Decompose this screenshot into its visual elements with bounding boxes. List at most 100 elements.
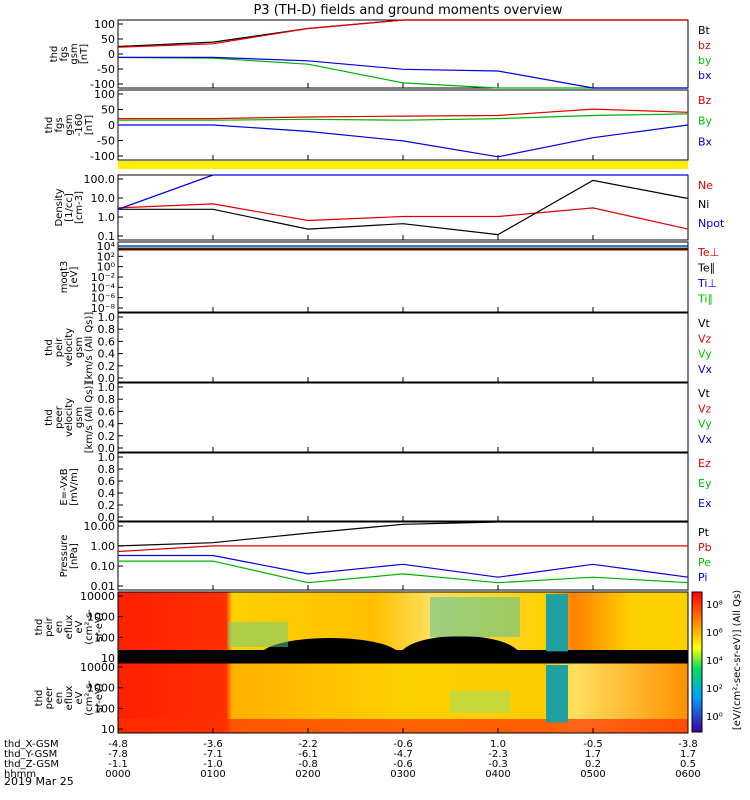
y-tick-label: 0.2 — [98, 430, 116, 443]
y-axis-label: en — [54, 621, 65, 634]
y-tick-label: 1.0 — [98, 451, 116, 464]
legend-entry: Vy — [698, 418, 712, 431]
x-row-value: 0200 — [295, 769, 320, 780]
panel-frame — [117, 452, 689, 522]
panel-pvel: 1.00.80.60.40.20.0 thd peir velocity gsm [km/… — [44, 311, 713, 385]
y-tick-label: 0.8 — [98, 393, 116, 406]
legend-entry: Vt — [698, 317, 711, 330]
y-axis-label: peer — [54, 405, 65, 429]
y-tick-label: 100.0 — [84, 173, 116, 186]
panel-evel: 1.00.80.60.40.20.0 thd peer velocity gsm [km/… — [44, 381, 713, 455]
panel-dens: 100.0 10.0 1.0 0.1 Density [1/cc] [cm-3] Ne Ni Np… — [54, 173, 725, 243]
legend-entry: Pi — [698, 571, 707, 584]
x-row-value: -7.1 — [203, 749, 223, 760]
y-axis-label: [1/cc] — [64, 193, 75, 222]
x-row-value: -6.1 — [298, 749, 318, 760]
y-tick-label: 10 — [101, 723, 115, 736]
panel-frame — [117, 312, 689, 383]
x-row-value: 0000 — [105, 769, 130, 780]
y-axis-label: gsm — [69, 43, 80, 64]
legend-entry: Bz — [698, 94, 712, 107]
colorbar: 10⁸ 10⁶ 10⁴ 10² 10⁰ [eV/(cm²-sec-sr-eV)] (All… — [691, 590, 743, 733]
green-patch — [450, 691, 510, 713]
y-axis-label: (cm²-s- — [84, 609, 95, 645]
y-axis-label: velocity — [64, 398, 75, 437]
y-axis-label: fgs — [54, 117, 65, 132]
y-tick-label: 0.6 — [98, 405, 116, 418]
y-tick-label: 0.2 — [98, 360, 116, 373]
y-tick-label: 0.01 — [91, 580, 116, 593]
plot-title: P3 (TH-D) fields and ground moments over… — [253, 3, 562, 18]
y-axis-label: peir — [44, 616, 55, 636]
y-tick-label: -100 — [90, 150, 115, 163]
y-tick-label: 10⁴ — [97, 240, 116, 253]
colorbar-tick: 10⁰ — [706, 712, 723, 723]
x-row-value: 1.0 — [490, 739, 506, 750]
y-axis-label: peir — [54, 337, 65, 357]
y-tick-label: 100 — [94, 631, 115, 644]
y-axis-label: [km/s (All Qs)] — [84, 382, 95, 454]
y-tick-label: 0.0 — [98, 372, 116, 385]
trace-Bx — [118, 124, 689, 158]
y-tick-label: 1.0 — [98, 381, 116, 394]
legend-entry: Vx — [698, 433, 713, 446]
y-tick-label: 0.6 — [98, 475, 116, 488]
y-tick-label: 0.2 — [98, 499, 116, 512]
legend-entry: Vt — [698, 387, 711, 400]
trace-By — [118, 113, 689, 121]
low-energy-band — [118, 719, 688, 733]
y-axis-label: -160 — [74, 114, 85, 137]
y-tick-label: 100 — [94, 702, 115, 715]
panel-frame — [117, 19, 689, 89]
y-tick-label: 10.0 — [91, 192, 116, 205]
y-axis-label: fgs — [59, 46, 70, 61]
y-axis-label: [km/s (All Qs)] — [84, 312, 95, 384]
x-row-value: 0.5 — [680, 759, 696, 770]
legend-entry: Ti⊥ — [697, 277, 717, 290]
legend-entry: Te⊥ — [697, 246, 719, 259]
colorbar-tick: 10⁸ — [706, 600, 723, 611]
x-row-value: -0.6 — [393, 739, 413, 750]
trace-Bt — [117, 19, 688, 48]
y-axis-label: eflux — [64, 686, 75, 711]
y-tick-label: 10000 — [80, 590, 115, 603]
legend-entry: Ti∥ — [697, 293, 713, 306]
trace-Pt — [117, 521, 688, 547]
y-axis-label: eV — [74, 620, 85, 633]
y-tick-label: 10² — [97, 250, 115, 263]
panel-fgs: 100 50 0 -50 -100 thd fgs gsm [nT] Bt bz by bx — [49, 18, 712, 91]
gap-region — [546, 665, 568, 723]
colorbar-tick: 10² — [706, 684, 723, 695]
y-axis-label: eV — [74, 691, 85, 704]
y-axis-label: sr-eV) — [94, 683, 105, 712]
x-axis: thd_X-GSM -4.8 -3.6 -2.2 -0.6 1.0 -0.5 -3.8 thd_… — [4, 739, 701, 780]
x-row-value: 0100 — [200, 769, 225, 780]
x-row-value: 0300 — [390, 769, 415, 780]
x-row-value: -2.3 — [488, 749, 508, 760]
y-tick-label: 0.4 — [98, 418, 116, 431]
y-tick-label: 1000 — [87, 682, 115, 695]
y-tick-label: 50 — [101, 33, 115, 46]
x-row-value: -3.6 — [203, 739, 223, 750]
trace-Pb — [117, 545, 688, 553]
trace-bx — [118, 56, 688, 89]
legend-entry: Pb — [698, 541, 712, 554]
noise-region — [228, 622, 288, 647]
y-tick-label: 10.00 — [84, 520, 116, 533]
trace-by — [117, 56, 688, 89]
legend-entry: bx — [698, 69, 712, 82]
legend-entry: Ez — [698, 457, 711, 470]
y-axis-label: moqt3 — [59, 261, 70, 294]
trace-Ni — [118, 179, 689, 236]
x-row-value: -1.0 — [203, 759, 223, 770]
legend-entry: Te∥ — [697, 262, 715, 275]
colorbar-tick: 10⁶ — [706, 628, 723, 639]
y-axis-label: thd — [44, 339, 55, 356]
panel-efld: 1.00.80.60.40.20.0 E=-VxB [mV/m] Ez Ey Ex — [59, 451, 712, 524]
separator-bar — [118, 161, 688, 169]
y-tick-label: -50 — [97, 135, 115, 148]
y-axis-label: sr-eV) — [94, 612, 105, 641]
legend-entry: Pt — [698, 526, 710, 539]
y-axis-label: [nPa] — [69, 543, 80, 569]
